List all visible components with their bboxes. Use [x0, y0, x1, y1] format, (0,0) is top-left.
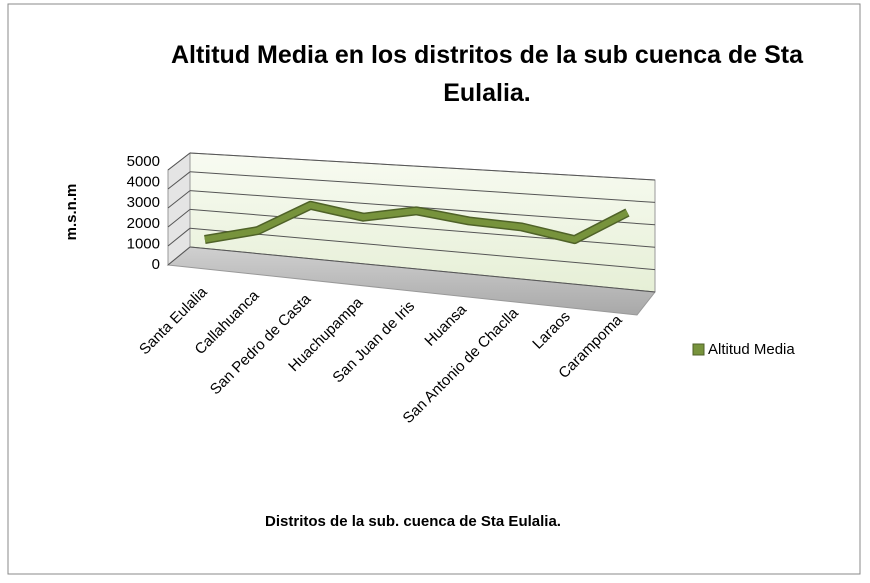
y-tick-label: 3000 [127, 194, 160, 211]
line [204, 202, 629, 243]
side-grid-line [167, 227, 191, 247]
side-grid-line [167, 171, 191, 190]
side-grid-line [167, 209, 191, 228]
side-wall [167, 151, 191, 267]
side-grid-line [167, 152, 191, 171]
grid-line [189, 227, 656, 271]
y-tick-label: 5000 [127, 153, 160, 170]
side-grid-line [167, 246, 191, 266]
x-axis-title: Distritos de la sub. cuenca de Sta Eulal… [265, 513, 561, 530]
legend-swatch [692, 343, 705, 356]
y-tick-label: 1000 [127, 235, 160, 252]
y-tick-label: 0 [152, 256, 160, 273]
legend-label: Altitud Media [708, 341, 795, 358]
grid-line [189, 152, 656, 181]
grid-line [189, 246, 656, 293]
chart-title: Altitud Media en los distritos de la sub… [170, 41, 804, 107]
y-axis-title: m.s.n.m [63, 184, 80, 241]
grid-line [189, 171, 656, 203]
y-tick-label: 2000 [127, 215, 160, 232]
side-grid-line [167, 190, 191, 209]
y-tick-label: 4000 [127, 174, 160, 191]
